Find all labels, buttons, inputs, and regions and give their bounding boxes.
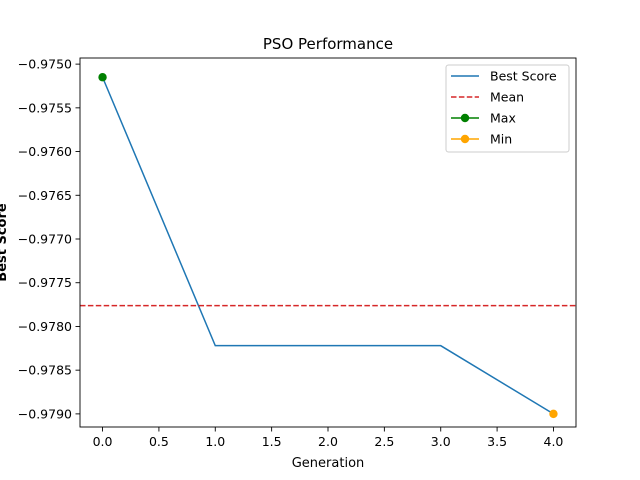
x-tick-label: 2.5 [374,434,394,449]
y-tick-label: −0.9780 [18,319,72,334]
chart-title: PSO Performance [263,35,393,53]
legend-label-max: Max [490,111,516,126]
x-tick-label: 0.5 [149,434,169,449]
legend-label-min: Min [490,132,512,147]
legend-label-mean: Mean [490,90,524,105]
y-tick-label: −0.9790 [18,406,72,421]
x-axis-label: Generation [292,456,365,471]
x-tick-label: 3.5 [487,434,507,449]
x-tick-label: 1.0 [205,434,225,449]
x-tick-label: 1.5 [262,434,282,449]
legend: Best Score Mean Max Min [445,64,570,153]
legend-box [445,64,570,153]
y-tick-label: −0.9775 [18,275,72,290]
plot-area [79,57,577,428]
series-point-min [549,409,558,419]
series-line-best-score [101,76,554,415]
y-tick-label: −0.9750 [18,57,72,72]
x-tick-label: 0.0 [93,434,113,449]
y-tick-label: −0.9770 [18,232,72,247]
legend-marker-min [460,134,470,144]
y-axis-label: Best Score [0,203,10,282]
legend-label-best-score: Best Score [490,69,557,84]
x-tick-label: 2.0 [318,434,338,449]
x-axis: 0.0 0.5 1.0 1.5 2.0 2.5 3.0 3.5 4.0 [93,427,564,449]
x-tick-label: 4.0 [544,434,564,449]
y-tick-label: −0.9755 [18,100,72,115]
series-point-max [98,73,107,82]
y-tick-label: −0.9785 [18,363,72,378]
y-tick-label: −0.9765 [18,188,72,203]
legend-marker-max [460,113,470,123]
y-tick-label: −0.9760 [18,144,72,159]
y-axis: −0.9790 −0.9785 −0.9780 −0.9775 −0.9770 −0.97… [18,57,80,421]
x-tick-label: 3.0 [431,434,451,449]
